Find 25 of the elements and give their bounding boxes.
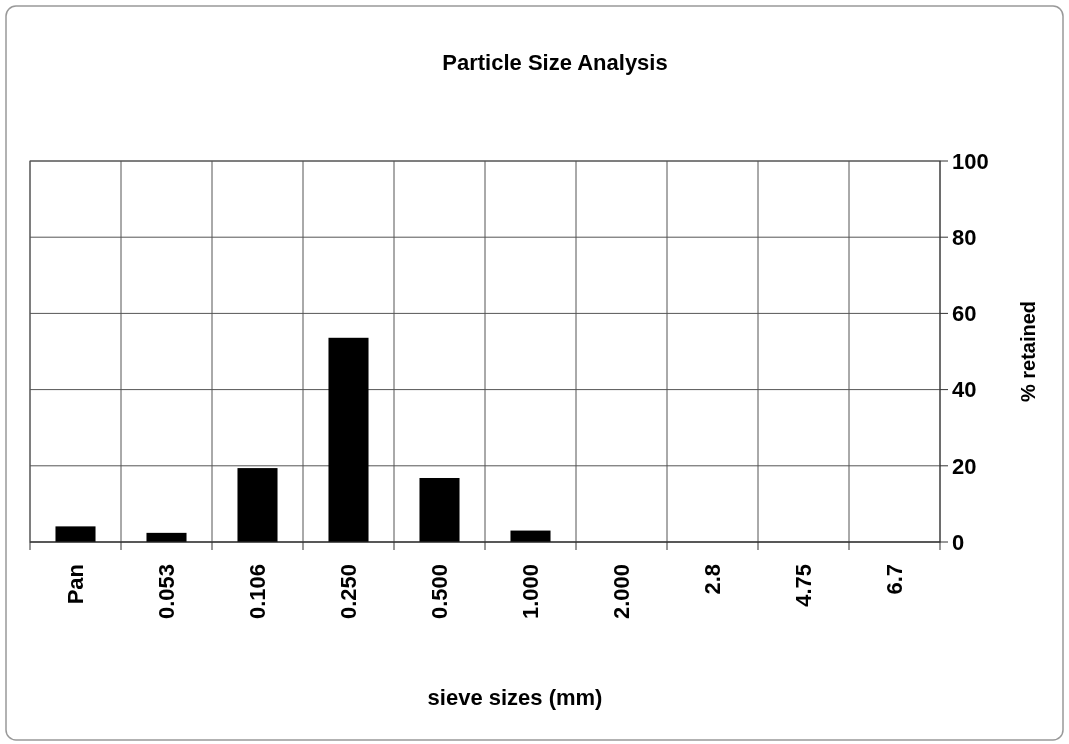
x-tick-label: 1.000 xyxy=(518,564,544,620)
x-axis-title: sieve sizes (mm) xyxy=(427,685,603,710)
bar xyxy=(328,337,369,542)
x-tick-label: 0.250 xyxy=(336,564,362,620)
x-tick-label: 2.000 xyxy=(609,564,635,620)
x-tick-label: 0.053 xyxy=(154,564,180,620)
y-tick-label: 40 xyxy=(952,377,977,403)
y-axis-title: % retained xyxy=(1017,300,1039,403)
y-tick-label: 0 xyxy=(952,529,965,555)
chart-title: Particle Size Analysis xyxy=(442,50,668,75)
x-tick-label: 0.500 xyxy=(427,564,453,620)
bar xyxy=(237,468,278,542)
bar xyxy=(510,530,551,542)
x-tick-label: 2.8 xyxy=(700,564,726,595)
bar xyxy=(146,532,187,542)
y-tick-label: 80 xyxy=(952,224,977,250)
x-tick-label: Pan xyxy=(63,564,89,605)
bar xyxy=(419,477,460,542)
bar xyxy=(55,526,96,542)
x-tick-label: 0.106 xyxy=(245,564,271,620)
x-tick-label: 6.7 xyxy=(882,564,908,595)
y-tick-label: 100 xyxy=(952,148,989,174)
x-tick-label: 4.75 xyxy=(791,564,817,607)
y-tick-label: 60 xyxy=(952,301,977,327)
y-tick-label: 20 xyxy=(952,453,977,479)
